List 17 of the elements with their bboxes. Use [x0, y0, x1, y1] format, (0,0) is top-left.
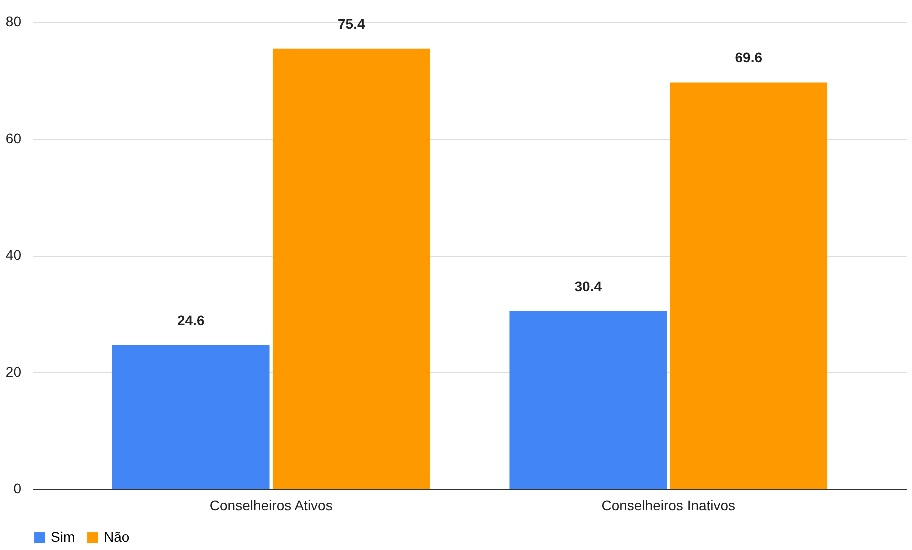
data-label: 30.4 — [574, 278, 602, 295]
x-tick-label: Conselheiros Ativos — [210, 498, 333, 514]
bar — [272, 48, 430, 489]
y-tick-label: 40 — [6, 247, 22, 263]
data-label: 69.6 — [735, 50, 763, 66]
bar — [670, 82, 828, 489]
y-tick-label: 0 — [14, 480, 22, 496]
data-label: 24.6 — [177, 312, 205, 328]
legend-label: Sim — [51, 529, 76, 545]
y-tick-label: 80 — [6, 14, 22, 30]
x-tick-label: Conselheiros Inativos — [602, 498, 736, 514]
y-tick-label: 20 — [6, 364, 22, 380]
y-tick-label: 60 — [6, 130, 22, 146]
data-label: 75.4 — [338, 16, 366, 32]
bar — [510, 312, 668, 489]
bar — [112, 345, 270, 489]
legend-label: Não — [104, 529, 130, 545]
